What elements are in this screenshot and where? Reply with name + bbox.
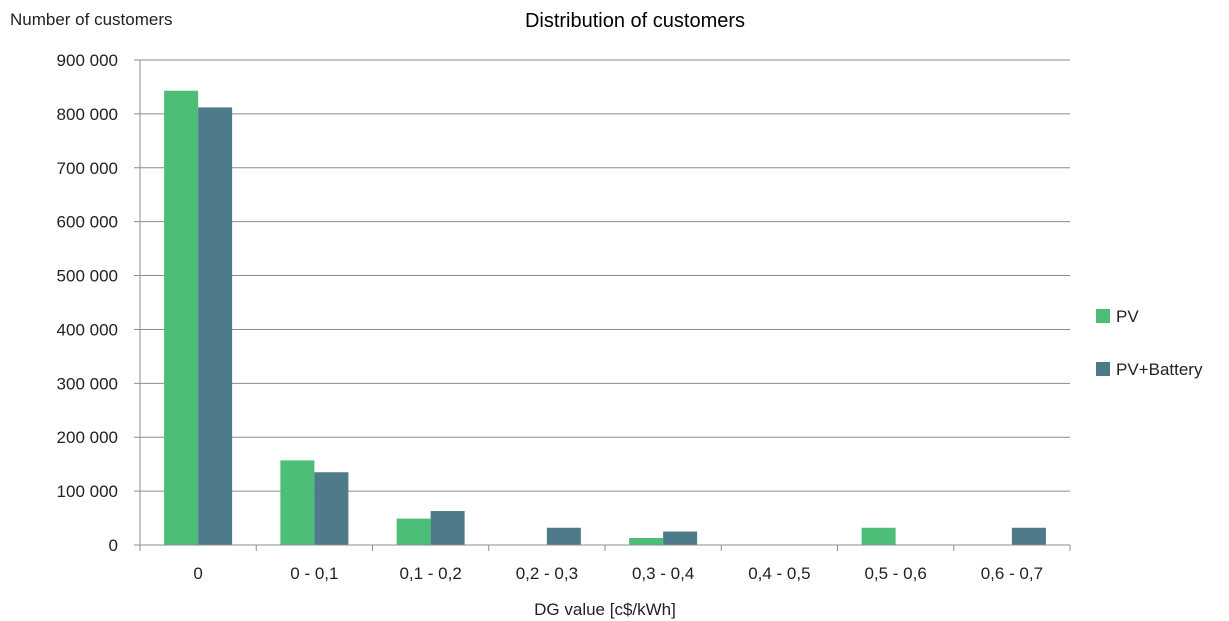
legend-swatch xyxy=(1096,362,1110,376)
y-tick-label: 900 000 xyxy=(57,51,118,70)
bar-pv-battery xyxy=(546,527,581,545)
x-axis-title: DG value [c$/kWh] xyxy=(534,600,676,619)
legend-label: PV+Battery xyxy=(1116,360,1203,379)
y-tick-label: 300 000 xyxy=(57,374,118,393)
legend: PV PV+Battery xyxy=(1096,307,1203,379)
y-tick-label: 500 000 xyxy=(57,267,118,286)
bar-pv xyxy=(396,518,431,545)
legend-swatch xyxy=(1096,309,1110,323)
y-tick-label: 200 000 xyxy=(57,428,118,447)
bar-pv xyxy=(164,90,199,545)
bar-pv-battery xyxy=(1011,527,1046,545)
y-tick-label: 0 xyxy=(109,536,118,555)
x-tick-label: 0 xyxy=(193,564,202,583)
x-tick-label: 0 - 0,1 xyxy=(290,564,338,583)
chart-title: Distribution of customers xyxy=(525,10,745,32)
bar-pv xyxy=(280,460,315,545)
x-tick-label: 0,2 - 0,3 xyxy=(516,564,578,583)
x-tick-label: 0,5 - 0,6 xyxy=(864,564,926,583)
y-axis-title: Number of customers xyxy=(10,10,173,29)
bar-pv-battery xyxy=(198,107,233,545)
x-tick-label: 0,4 - 0,5 xyxy=(748,564,810,583)
bar-pv-battery xyxy=(430,511,465,545)
y-tick-label: 700 000 xyxy=(57,159,118,178)
bar-pv xyxy=(629,537,664,545)
bar-pv-battery xyxy=(663,531,698,545)
y-tick-label: 600 000 xyxy=(57,213,118,232)
y-tick-label: 400 000 xyxy=(57,320,118,339)
gridlines xyxy=(140,59,1070,492)
x-tick-label: 0,3 - 0,4 xyxy=(632,564,694,583)
bars xyxy=(164,90,1046,545)
axes: 0 100 000 200 000 300 000 400 000 500 000 600 … xyxy=(57,51,1071,583)
y-tick-label: 800 000 xyxy=(57,105,118,124)
legend-label: PV xyxy=(1116,307,1139,326)
x-tick-label: 0,1 - 0,2 xyxy=(399,564,461,583)
x-tick-label: 0,6 - 0,7 xyxy=(981,564,1043,583)
bar-pv xyxy=(861,527,896,545)
y-tick-label: 100 000 xyxy=(57,482,118,501)
bar-pv-battery xyxy=(314,472,349,545)
